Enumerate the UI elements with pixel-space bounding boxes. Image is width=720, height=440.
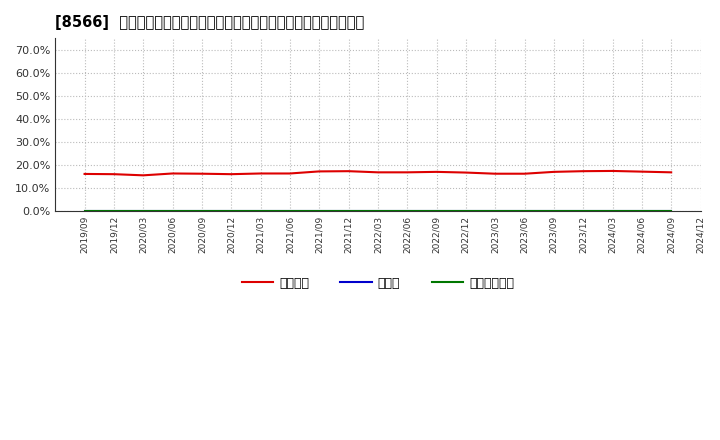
- のれん: [286, 209, 294, 214]
- Line: 自己資本: 自己資本: [84, 171, 671, 175]
- Text: [8566]  自己資本、のれん、繰延税金資産の総資産に対する比率の推移: [8566] 自己資本、のれん、繰延税金資産の総資産に対する比率の推移: [55, 15, 364, 30]
- 自己資本: [462, 170, 470, 175]
- 自己資本: [286, 171, 294, 176]
- のれん: [80, 209, 89, 214]
- 繰延税金資産: [403, 209, 412, 214]
- のれん: [168, 209, 177, 214]
- 繰延税金資産: [608, 209, 617, 214]
- のれん: [374, 209, 382, 214]
- 自己資本: [637, 169, 646, 174]
- のれん: [227, 209, 235, 214]
- 繰延税金資産: [315, 209, 323, 214]
- 自己資本: [579, 169, 588, 174]
- 自己資本: [139, 172, 148, 178]
- 自己資本: [403, 170, 412, 175]
- のれん: [462, 209, 470, 214]
- 自己資本: [432, 169, 441, 175]
- 自己資本: [667, 170, 675, 175]
- 自己資本: [168, 171, 177, 176]
- 自己資本: [109, 172, 118, 177]
- のれん: [637, 209, 646, 214]
- 繰延税金資産: [637, 209, 646, 214]
- 繰延税金資産: [286, 209, 294, 214]
- 繰延税金資産: [491, 209, 500, 214]
- 自己資本: [549, 169, 558, 175]
- 繰延税金資産: [520, 209, 528, 214]
- 繰延税金資産: [80, 209, 89, 214]
- 繰延税金資産: [139, 209, 148, 214]
- のれん: [667, 209, 675, 214]
- 自己資本: [256, 171, 265, 176]
- のれん: [256, 209, 265, 214]
- のれん: [608, 209, 617, 214]
- 繰延税金資産: [667, 209, 675, 214]
- 自己資本: [315, 169, 323, 174]
- のれん: [344, 209, 353, 214]
- 繰延税金資産: [579, 209, 588, 214]
- 繰延税金資産: [549, 209, 558, 214]
- のれん: [315, 209, 323, 214]
- 繰延税金資産: [168, 209, 177, 214]
- 繰延税金資産: [197, 209, 206, 214]
- 繰延税金資産: [256, 209, 265, 214]
- 自己資本: [520, 171, 528, 176]
- のれん: [109, 209, 118, 214]
- のれん: [491, 209, 500, 214]
- 繰延税金資産: [462, 209, 470, 214]
- 自己資本: [80, 171, 89, 176]
- 自己資本: [608, 169, 617, 174]
- 繰延税金資産: [374, 209, 382, 214]
- 自己資本: [197, 171, 206, 176]
- のれん: [520, 209, 528, 214]
- 繰延税金資産: [109, 209, 118, 214]
- 繰延税金資産: [344, 209, 353, 214]
- のれん: [549, 209, 558, 214]
- 繰延税金資産: [227, 209, 235, 214]
- のれん: [197, 209, 206, 214]
- Legend: 自己資本, のれん, 繰延税金資産: 自己資本, のれん, 繰延税金資産: [237, 272, 519, 295]
- のれん: [139, 209, 148, 214]
- 自己資本: [227, 172, 235, 177]
- 自己資本: [374, 170, 382, 175]
- 自己資本: [491, 171, 500, 176]
- のれん: [432, 209, 441, 214]
- のれん: [403, 209, 412, 214]
- 繰延税金資産: [432, 209, 441, 214]
- 自己資本: [344, 169, 353, 174]
- のれん: [579, 209, 588, 214]
